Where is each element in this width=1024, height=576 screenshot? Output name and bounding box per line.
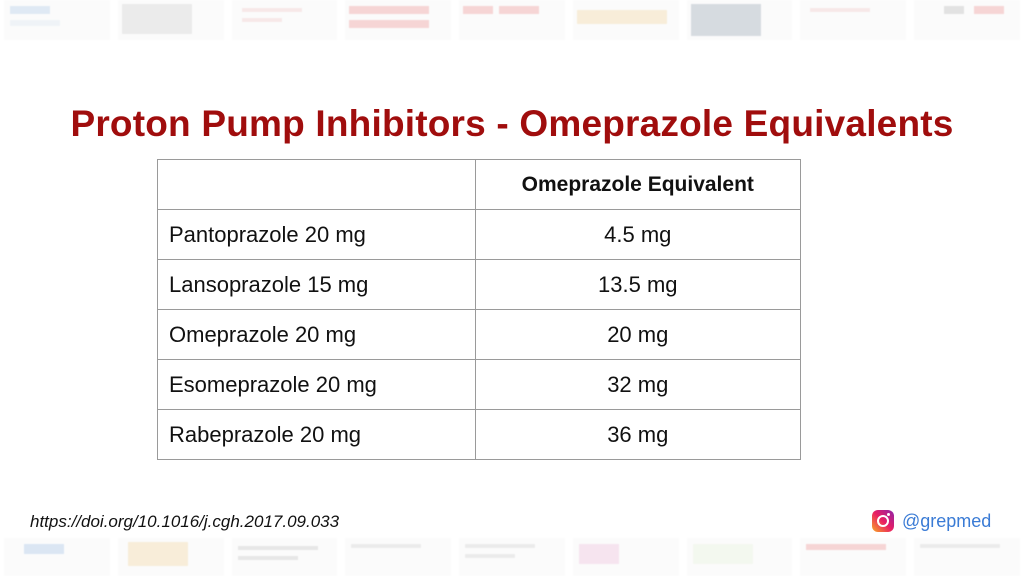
thumbnail[interactable] — [800, 538, 907, 576]
instagram-icon — [872, 510, 894, 532]
thumbnail[interactable] — [4, 538, 110, 576]
drug-cell: Esomeprazole 20 mg — [157, 359, 476, 410]
thumbnail[interactable] — [345, 538, 452, 576]
drug-cell: Omeprazole 20 mg — [157, 309, 476, 360]
table-row: Rabeprazole 20 mg 36 mg — [157, 409, 802, 460]
thumbnail[interactable] — [572, 0, 679, 40]
equivalent-cell: 36 mg — [474, 409, 802, 460]
column-header-drug — [157, 159, 476, 210]
related-thumbnails-bottom — [0, 538, 1024, 576]
thumbnail[interactable] — [686, 0, 793, 40]
table-row: Omeprazole 20 mg 20 mg — [157, 309, 802, 360]
drug-cell: Lansoprazole 15 mg — [157, 259, 476, 310]
thumbnail[interactable] — [572, 538, 679, 576]
table-row: Pantoprazole 20 mg 4.5 mg — [157, 209, 802, 260]
omeprazole-equivalents-table: Omeprazole Equivalent Pantoprazole 20 mg… — [157, 159, 802, 460]
handle-text: @grepmed — [902, 510, 992, 531]
page-title: Proton Pump Inhibitors - Omeprazole Equi… — [70, 102, 954, 144]
table-header-row: Omeprazole Equivalent — [157, 159, 802, 210]
thumbnail[interactable] — [914, 538, 1021, 576]
thumbnail[interactable] — [4, 0, 110, 40]
thumbnail[interactable] — [914, 0, 1021, 40]
thumbnail[interactable] — [231, 538, 338, 576]
social-handle[interactable]: @grepmed — [872, 510, 991, 532]
thumbnail[interactable] — [686, 538, 793, 576]
source-citation[interactable]: https://doi.org/10.1016/j.cgh.2017.09.03… — [30, 512, 340, 531]
drug-cell: Rabeprazole 20 mg — [157, 409, 476, 460]
equivalent-cell: 4.5 mg — [474, 209, 802, 260]
thumbnail[interactable] — [231, 0, 338, 40]
thumbnail[interactable] — [800, 0, 907, 40]
table-row: Esomeprazole 20 mg 32 mg — [157, 359, 802, 410]
thumbnail[interactable] — [117, 0, 224, 40]
equivalent-cell: 20 mg — [474, 309, 802, 360]
thumbnail[interactable] — [459, 0, 565, 40]
column-header-equivalent: Omeprazole Equivalent — [474, 159, 802, 210]
thumbnail[interactable] — [459, 538, 565, 576]
equivalent-cell: 32 mg — [474, 359, 802, 410]
drug-cell: Pantoprazole 20 mg — [157, 209, 476, 260]
related-thumbnails-top — [0, 0, 1024, 40]
thumbnail[interactable] — [117, 538, 224, 576]
thumbnail[interactable] — [345, 0, 452, 40]
equivalent-cell: 13.5 mg — [474, 259, 802, 310]
table-row: Lansoprazole 15 mg 13.5 mg — [157, 259, 802, 310]
